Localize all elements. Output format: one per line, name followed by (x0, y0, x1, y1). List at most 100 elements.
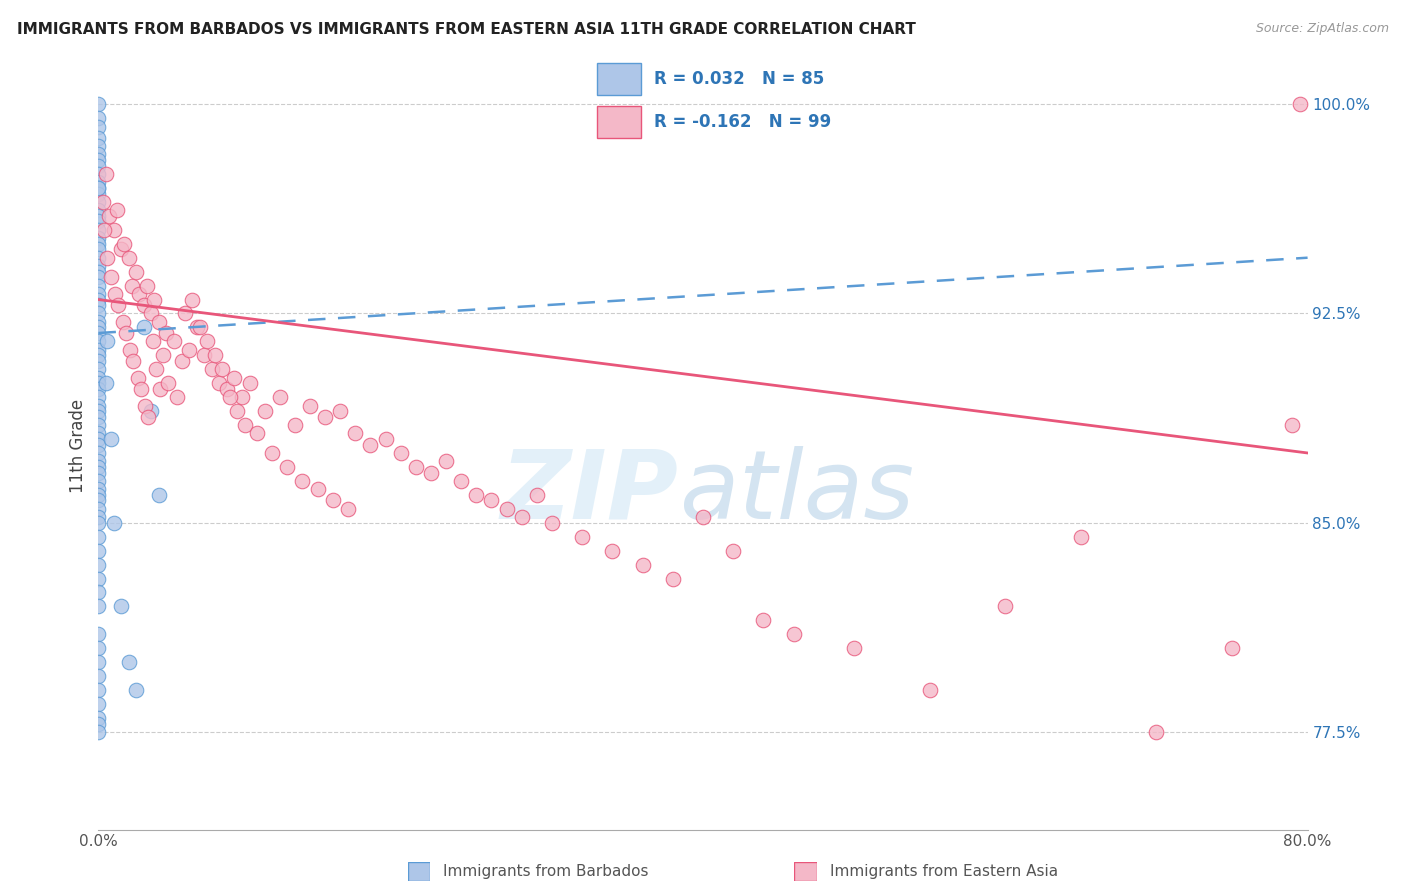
Point (481, 493, 503, 508)
Point (118, 655, 141, 669)
Point (211, 362, 233, 376)
Point (132, 298, 155, 312)
Point (219, 390, 242, 404)
Point (844, 641, 866, 656)
Point (143, 293, 166, 307)
Point (434, 454, 457, 468)
Point (111, 315, 134, 329)
Point (87, 153, 110, 167)
Point (148, 488, 170, 502)
FancyBboxPatch shape (598, 106, 641, 138)
Point (87, 175, 110, 189)
Point (94, 376, 117, 391)
Point (1220, 641, 1243, 656)
Point (98, 209, 121, 223)
Point (87, 130, 110, 145)
Y-axis label: 11th Grade: 11th Grade (69, 399, 87, 493)
Point (103, 223, 125, 237)
Point (96, 251, 118, 265)
Point (87, 446, 110, 460)
Point (226, 404, 249, 418)
Point (87, 265, 110, 279)
Point (322, 493, 344, 508)
Point (104, 287, 127, 301)
Point (307, 482, 329, 496)
Point (96, 334, 118, 349)
Point (87, 181, 110, 195)
Point (87, 543, 110, 558)
Point (87, 236, 110, 251)
FancyBboxPatch shape (598, 63, 641, 95)
Point (91, 194, 114, 209)
Text: Source: ZipAtlas.com: Source: ZipAtlas.com (1256, 22, 1389, 36)
Point (87, 466, 110, 480)
Text: Immigrants from Barbados: Immigrants from Barbados (443, 864, 648, 879)
Text: Immigrants from Eastern Asia: Immigrants from Eastern Asia (830, 864, 1057, 879)
Point (510, 510, 533, 524)
Point (87, 139, 110, 153)
Point (495, 501, 517, 516)
FancyBboxPatch shape (794, 862, 817, 881)
Point (87, 454, 110, 468)
Point (186, 320, 208, 334)
Point (87, 474, 110, 488)
Point (93, 223, 115, 237)
Point (87, 194, 110, 209)
Point (344, 426, 367, 441)
Point (450, 474, 472, 488)
Point (87, 120, 110, 134)
Point (571, 530, 593, 544)
Point (87, 223, 110, 237)
Point (1289, 97, 1312, 112)
Point (105, 203, 128, 218)
Point (87, 287, 110, 301)
Text: atlas: atlas (679, 445, 914, 539)
Point (87, 501, 110, 516)
Point (87, 348, 110, 362)
Point (87, 725, 110, 739)
Point (120, 343, 142, 357)
Point (110, 243, 132, 257)
Point (661, 572, 683, 586)
Point (918, 683, 941, 698)
Point (87, 167, 110, 181)
Point (87, 147, 110, 161)
Point (142, 334, 165, 349)
Point (87, 516, 110, 530)
Point (208, 376, 231, 391)
Point (204, 348, 226, 362)
Point (269, 390, 291, 404)
Point (231, 390, 253, 404)
Point (526, 488, 548, 502)
Point (141, 404, 163, 418)
Point (87, 382, 110, 396)
Point (314, 409, 336, 424)
Point (87, 370, 110, 384)
Point (87, 181, 110, 195)
Point (87, 376, 110, 391)
FancyBboxPatch shape (408, 862, 430, 881)
Point (87, 399, 110, 413)
Point (107, 298, 129, 312)
Point (1281, 418, 1303, 433)
Point (405, 459, 427, 474)
Point (87, 627, 110, 641)
Text: IMMIGRANTS FROM BARBADOS VS IMMIGRANTS FROM EASTERN ASIA 11TH GRADE CORRELATION : IMMIGRANTS FROM BARBADOS VS IMMIGRANTS F… (17, 22, 915, 37)
Point (114, 326, 136, 340)
Point (125, 265, 148, 279)
Point (87, 270, 110, 285)
Point (122, 354, 145, 368)
Point (136, 409, 159, 424)
Point (163, 334, 186, 349)
Point (389, 446, 412, 460)
Point (100, 432, 122, 446)
Point (87, 459, 110, 474)
Point (152, 348, 174, 362)
Point (87, 493, 110, 508)
Point (602, 543, 624, 558)
Point (87, 641, 110, 656)
Point (129, 382, 152, 396)
Point (87, 437, 110, 451)
Point (87, 669, 110, 683)
Point (87, 209, 110, 223)
